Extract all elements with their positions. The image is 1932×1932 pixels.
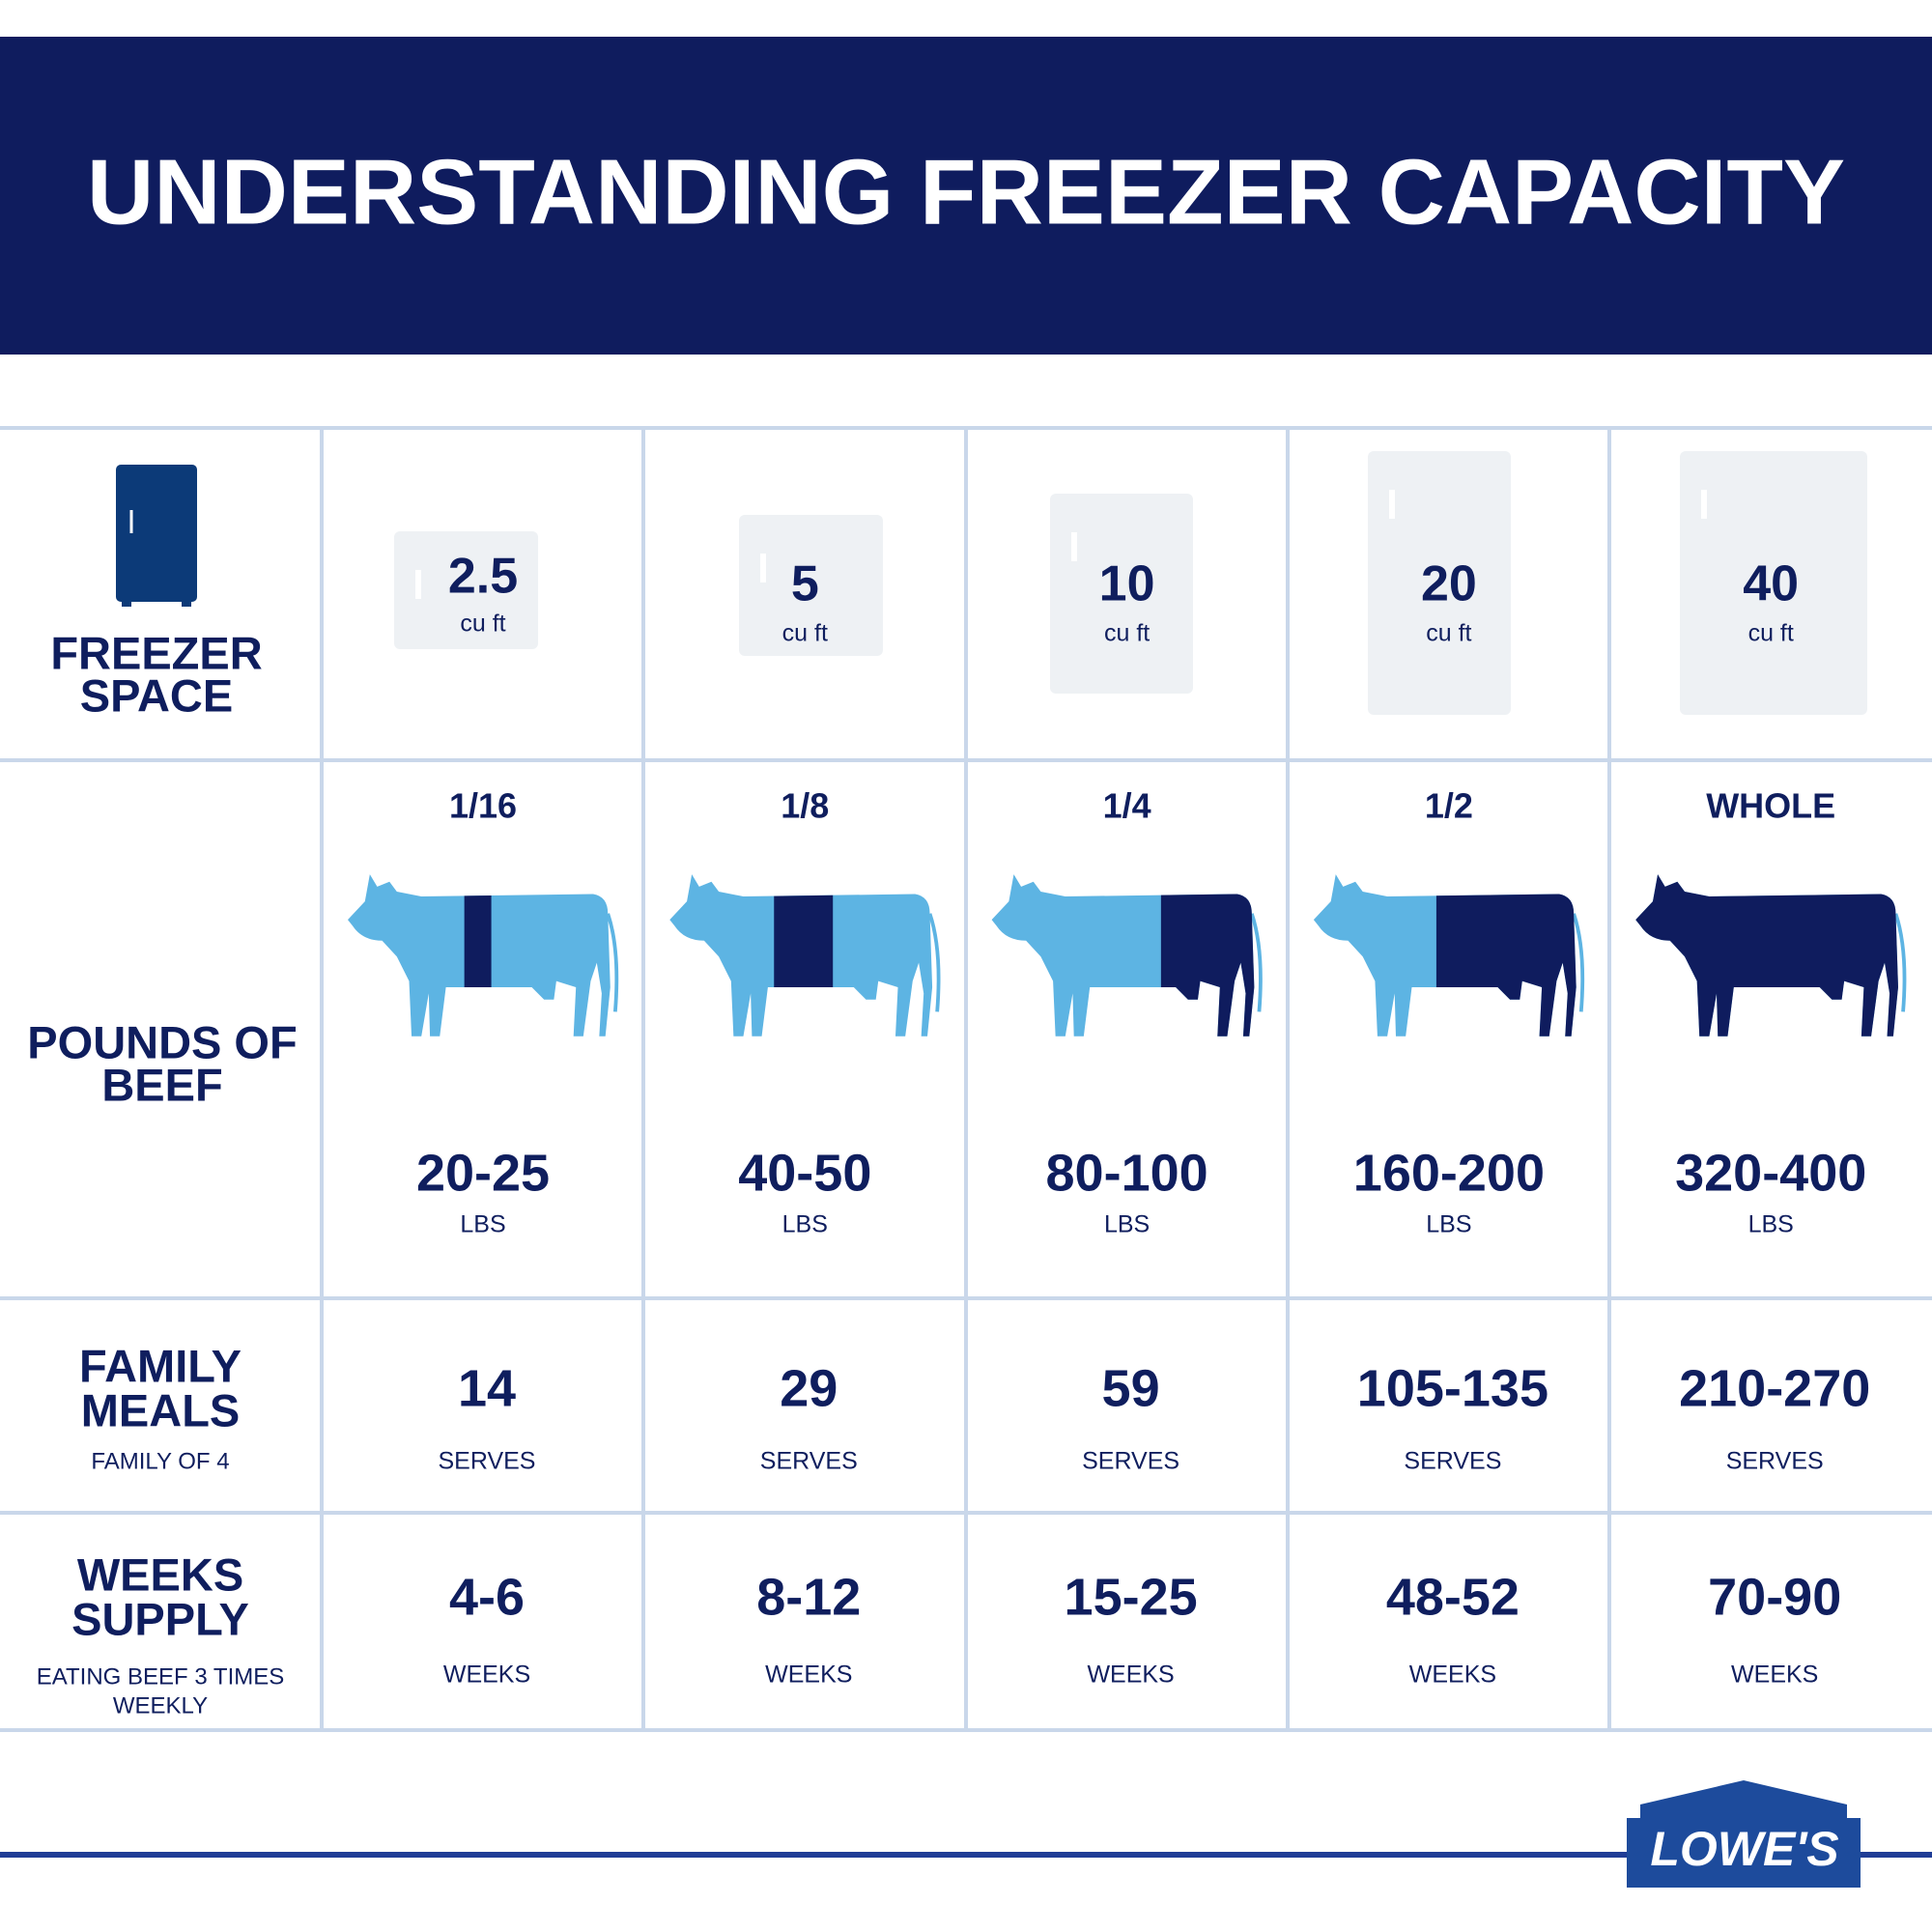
meals-unit: SERVES	[439, 1448, 536, 1475]
freezer-outline	[1050, 494, 1193, 694]
freezer-size: 40	[1743, 556, 1799, 612]
logo-text: LOWE'S	[1650, 1822, 1838, 1876]
row-label: SPACE	[80, 669, 233, 721]
freezer-unit: cu ft	[1104, 620, 1150, 647]
freezer-size: 5	[791, 556, 819, 612]
cow	[669, 874, 941, 1037]
meals-value: 14	[458, 1359, 516, 1417]
beef-pounds: 20-25	[416, 1144, 550, 1202]
cow-portion	[1160, 894, 1255, 1037]
meals-value: 105-135	[1357, 1359, 1548, 1417]
table-grid	[0, 426, 1932, 1732]
weeks-unit: WEEKS	[1409, 1662, 1496, 1689]
row-label: WEEKS	[77, 1548, 243, 1600]
cow-portion	[774, 895, 834, 987]
cow	[348, 874, 619, 1037]
freezer-size: 10	[1099, 556, 1155, 612]
row-label: BEEF	[101, 1059, 222, 1110]
freezer-unit: cu ft	[782, 620, 828, 647]
weeks-value: 70-90	[1708, 1568, 1841, 1626]
beef-portion: 1/4	[1103, 786, 1151, 826]
cow-portion	[464, 895, 492, 987]
row-label: SUPPLY	[71, 1593, 249, 1644]
beef-pounds: 40-50	[738, 1144, 871, 1202]
beef-pounds: 80-100	[1046, 1144, 1208, 1202]
weeks-value: 8-12	[756, 1568, 861, 1626]
beef-portion: WHOLE	[1706, 786, 1835, 826]
cow-tail	[1250, 913, 1263, 1012]
row-label: POUNDS OF	[27, 1016, 297, 1067]
meals-unit: SERVES	[1082, 1448, 1179, 1475]
beef-pounds: 320-400	[1675, 1144, 1866, 1202]
weeks-value: 15-25	[1065, 1568, 1198, 1626]
freezer-unit: cu ft	[460, 611, 505, 638]
beef-unit: LBS	[1748, 1211, 1794, 1238]
weeks-value: 4-6	[449, 1568, 525, 1626]
freezer-icon	[116, 465, 197, 607]
beef-pounds: 160-200	[1353, 1144, 1545, 1202]
meals-value: 59	[1102, 1359, 1160, 1417]
row-note: EATING BEEF 3 TIMES	[37, 1663, 285, 1690]
freezer-unit: cu ft	[1748, 620, 1794, 647]
row-label: FAMILY	[79, 1340, 242, 1391]
row-label: MEALS	[81, 1384, 241, 1435]
weeks-unit: WEEKS	[765, 1662, 852, 1689]
cow	[1635, 874, 1907, 1037]
row-label: FREEZER	[50, 627, 262, 678]
cow	[1313, 874, 1585, 1037]
row-note: WEEKLY	[113, 1692, 208, 1719]
cow-tail	[1572, 913, 1585, 1012]
meals-unit: SERVES	[1726, 1448, 1824, 1475]
cow-portion	[1635, 874, 1898, 1037]
logo: LOWE'S	[1627, 1780, 1861, 1888]
freezer-outline	[1680, 451, 1867, 715]
weeks-value: 48-52	[1386, 1568, 1520, 1626]
meals-value: 210-270	[1679, 1359, 1870, 1417]
beef-portion: 1/2	[1425, 786, 1473, 826]
beef-unit: LBS	[1104, 1211, 1150, 1238]
freezer-outline	[394, 531, 538, 649]
freezer-size: 20	[1421, 556, 1477, 612]
freezer-unit: cu ft	[1426, 620, 1471, 647]
weeks-unit: WEEKS	[1087, 1662, 1174, 1689]
freezer-size: 2.5	[448, 549, 518, 605]
cow-tail	[606, 913, 619, 1012]
row-note: FAMILY OF 4	[91, 1448, 229, 1474]
beef-unit: LBS	[460, 1211, 505, 1238]
weeks-unit: WEEKS	[443, 1662, 530, 1689]
meals-unit: SERVES	[1404, 1448, 1501, 1475]
header-band	[0, 37, 1932, 355]
cow-portion	[1435, 894, 1577, 1037]
cow	[991, 874, 1263, 1037]
beef-unit: LBS	[1426, 1211, 1471, 1238]
weeks-unit: WEEKS	[1731, 1662, 1818, 1689]
cow-tail	[1893, 913, 1907, 1012]
beef-portion: 1/8	[781, 786, 829, 826]
meals-value: 29	[780, 1359, 838, 1417]
beef-unit: LBS	[782, 1211, 828, 1238]
meals-unit: SERVES	[760, 1448, 858, 1475]
beef-portion: 1/16	[449, 786, 517, 826]
freezer-outline	[1368, 451, 1511, 715]
freezer-outline	[739, 515, 883, 656]
cow-tail	[927, 913, 941, 1012]
title: UNDERSTANDING FREEZER CAPACITY	[87, 140, 1845, 243]
